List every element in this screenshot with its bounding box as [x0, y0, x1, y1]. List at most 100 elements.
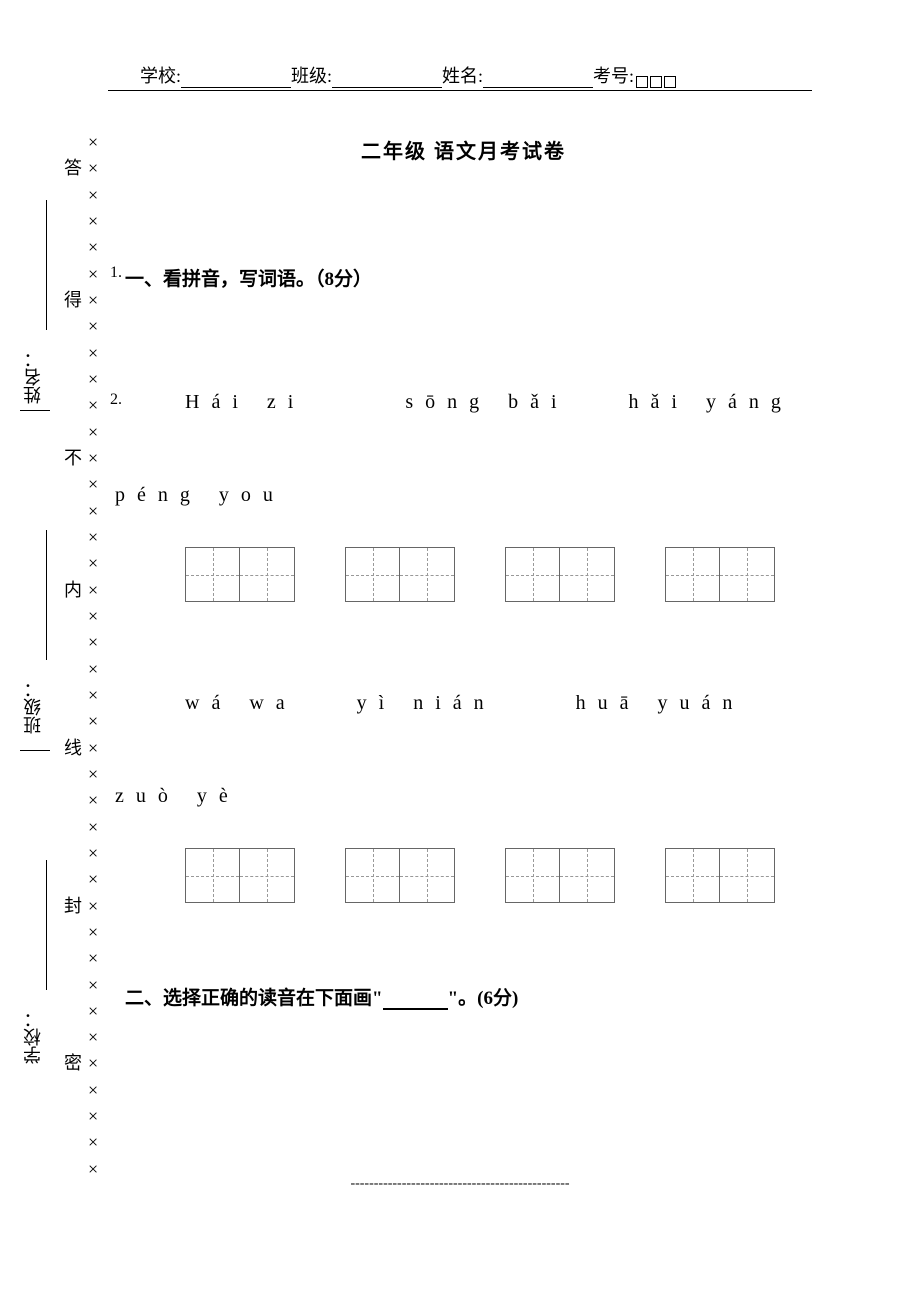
seal-char: 得 — [64, 288, 82, 313]
x-mark: × — [88, 1130, 98, 1155]
sidebar-school-label: 学校： — [20, 1010, 46, 1064]
sidebar-name-underline — [46, 200, 47, 330]
char-box[interactable] — [665, 848, 720, 903]
char-box[interactable] — [345, 848, 400, 903]
char-box-pair[interactable] — [345, 547, 455, 602]
seal-x-column: ××答×××××得××××××不×××××内××××××线××××××封××××… — [88, 130, 98, 1182]
x-mark: × — [88, 815, 98, 840]
exam-number-boxes[interactable] — [636, 76, 676, 88]
char-box[interactable] — [240, 848, 295, 903]
seal-char: 密 — [64, 1051, 82, 1076]
x-mark: × — [88, 683, 98, 708]
x-mark: × — [88, 604, 98, 629]
sidebar-name-label: 姓名： — [20, 350, 46, 404]
char-box[interactable] — [345, 547, 400, 602]
char-box[interactable] — [560, 547, 615, 602]
pinyin-row-2-cont: zuò yè — [115, 785, 812, 808]
x-mark: × — [88, 709, 98, 734]
pinyin-word: hǎi yáng — [629, 391, 793, 414]
class-blank[interactable] — [332, 70, 442, 88]
x-mark: × — [88, 393, 98, 418]
seal-char: 不 — [64, 446, 82, 471]
char-box-pair[interactable] — [505, 848, 615, 903]
x-mark: × — [88, 130, 98, 155]
x-mark: × — [88, 499, 98, 524]
seal-char: 线 — [64, 736, 82, 761]
pinyin-word: wá wa — [185, 692, 297, 715]
x-mark: × — [88, 472, 98, 497]
footer-separator: ----------------------------------------… — [350, 1176, 569, 1192]
x-mark: × — [88, 314, 98, 339]
pinyin-word: huā yuán — [576, 692, 745, 715]
x-mark: × — [88, 630, 98, 655]
exam-label: 考号: — [593, 62, 634, 88]
section2-blank — [383, 992, 448, 1010]
x-mark: × — [88, 1053, 98, 1073]
char-box[interactable] — [185, 547, 240, 602]
x-mark: × — [88, 657, 98, 682]
x-mark: × — [88, 262, 98, 287]
content-area: 二年级 语文月考试卷 1. 一、看拼音，写词语。（8分） 2. Hái zi s… — [115, 135, 812, 1030]
char-boxes-row-2 — [185, 848, 812, 903]
exam-page: 学校: 班级: 姓名: 考号: 学校： 班级： 姓名： ××答×××××得×××… — [0, 0, 920, 1302]
char-box[interactable] — [240, 547, 295, 602]
char-box[interactable] — [400, 547, 455, 602]
char-box-pair[interactable] — [345, 848, 455, 903]
binding-sidebar: 学校： 班级： 姓名： ××答×××××得××××××不×××××内××××××… — [20, 130, 112, 1182]
char-box-pair[interactable] — [665, 547, 775, 602]
x-mark: × — [88, 946, 98, 971]
pinyin-row-2: wá wa yì nián huā yuán — [185, 692, 812, 715]
seal-char: 答 — [64, 156, 82, 181]
char-boxes-row-1 — [185, 547, 812, 602]
section2-suffix: "。(6分) — [448, 988, 519, 1009]
pinyin-row-1: Hái zi sōng bǎi hǎi yáng — [185, 391, 812, 414]
x-mark: × — [88, 738, 98, 758]
char-box[interactable] — [505, 547, 560, 602]
x-mark: × — [88, 525, 98, 550]
char-box-pair[interactable] — [665, 848, 775, 903]
sidebar-divider — [20, 410, 50, 411]
x-mark: × — [88, 841, 98, 866]
char-box-pair[interactable] — [505, 547, 615, 602]
section2-heading: 二、选择正确的读音在下面画""。(6分) — [125, 983, 812, 1010]
x-mark: × — [88, 183, 98, 208]
char-box[interactable] — [400, 848, 455, 903]
seal-char: 封 — [64, 894, 82, 919]
x-mark: × — [88, 788, 98, 813]
x-mark: × — [88, 341, 98, 366]
question-number-2: 2. — [110, 391, 122, 409]
sidebar-school-underline — [46, 860, 47, 990]
char-box[interactable] — [720, 848, 775, 903]
x-mark: × — [88, 920, 98, 945]
pinyin-word: sōng bǎi — [405, 391, 568, 414]
x-mark: × — [88, 235, 98, 260]
char-box[interactable] — [560, 848, 615, 903]
name-label: 姓名: — [442, 62, 483, 88]
header-bar: 学校: 班级: 姓名: 考号: — [108, 65, 812, 91]
char-box[interactable] — [720, 547, 775, 602]
name-blank[interactable] — [483, 70, 593, 88]
sidebar-class-label: 班级： — [20, 680, 46, 734]
x-mark: × — [88, 867, 98, 892]
pinyin-word: yì nián — [357, 692, 496, 715]
x-mark: × — [88, 896, 98, 916]
x-mark: × — [88, 448, 98, 468]
char-box-pair[interactable] — [185, 848, 295, 903]
char-box[interactable] — [185, 848, 240, 903]
x-mark: × — [88, 367, 98, 392]
x-mark: × — [88, 1104, 98, 1129]
x-mark: × — [88, 209, 98, 234]
char-box[interactable] — [665, 547, 720, 602]
x-mark: × — [88, 1078, 98, 1103]
char-box-pair[interactable] — [185, 547, 295, 602]
x-mark: × — [88, 580, 98, 600]
exam-title: 二年级 语文月考试卷 — [115, 135, 812, 164]
x-mark: × — [88, 1157, 98, 1182]
school-blank[interactable] — [181, 70, 291, 88]
x-mark: × — [88, 973, 98, 998]
x-mark: × — [88, 420, 98, 445]
x-mark: × — [88, 1025, 98, 1050]
school-label: 学校: — [140, 62, 181, 88]
char-box[interactable] — [505, 848, 560, 903]
x-mark: × — [88, 762, 98, 787]
